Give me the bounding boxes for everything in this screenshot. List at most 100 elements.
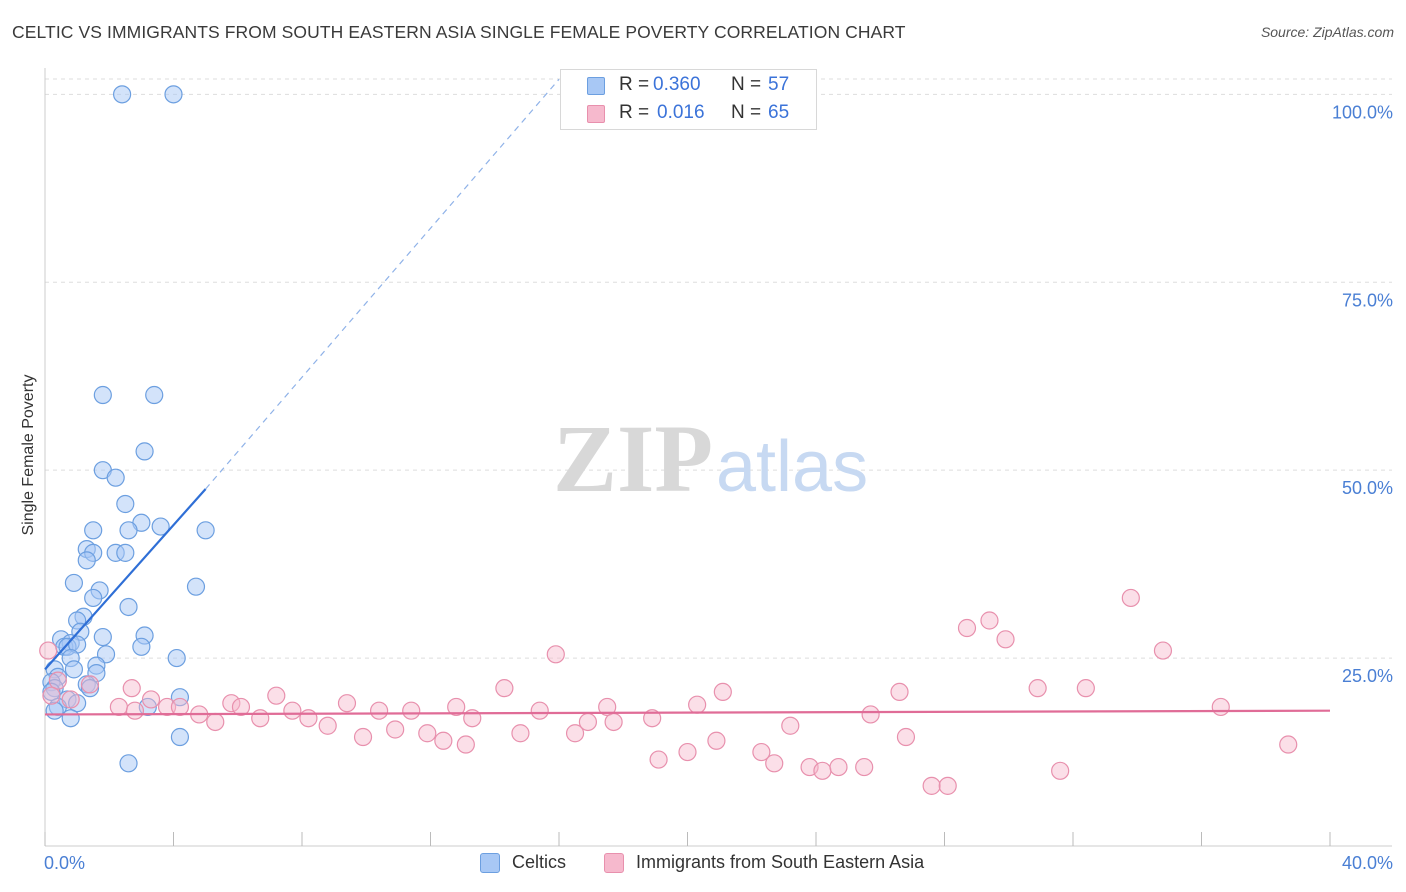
stats-legend: R = 0.360 N = 57 R = 0.016 N = 65 — [560, 69, 817, 130]
point-immigrants — [896, 727, 916, 747]
bottom-legend-label-celtics: Celtics — [512, 852, 567, 872]
legend-r-value-immigrants: 0.016 — [657, 102, 705, 123]
point-immigrants — [855, 757, 874, 777]
point-celtics — [64, 573, 84, 593]
point-immigrants — [447, 697, 466, 717]
point-immigrants — [604, 712, 623, 732]
point-celtics — [93, 385, 112, 405]
point-immigrants — [1211, 697, 1230, 717]
y-tick-label: 25.0% — [1342, 666, 1393, 686]
watermark-zip: ZIP — [553, 405, 713, 512]
point-immigrants — [813, 761, 832, 780]
y-tick-label: 100.0% — [1332, 102, 1393, 122]
point-celtics — [45, 701, 64, 720]
point-celtics — [77, 551, 96, 570]
point-immigrants — [456, 735, 475, 754]
legend-r-label: R = — [619, 74, 650, 95]
point-immigrants — [402, 701, 421, 720]
point-celtics — [119, 521, 138, 540]
point-immigrants — [231, 697, 251, 717]
point-immigrants — [206, 712, 225, 732]
point-celtics — [135, 442, 154, 461]
x-tick-label: 40.0% — [1342, 853, 1393, 873]
point-immigrants — [530, 701, 549, 720]
y-tick-label: 75.0% — [1342, 290, 1393, 310]
point-immigrants — [781, 716, 800, 735]
point-immigrants — [157, 697, 177, 717]
point-celtics — [119, 597, 138, 617]
point-celtics — [186, 577, 206, 596]
point-immigrants — [649, 750, 668, 769]
point-immigrants — [141, 690, 161, 709]
watermark-atlas: atlas — [716, 427, 868, 507]
point-immigrants — [109, 697, 128, 717]
point-immigrants — [546, 645, 565, 664]
point-celtics — [112, 85, 132, 104]
point-immigrants — [688, 695, 707, 714]
point-immigrants — [80, 675, 100, 694]
point-immigrants — [957, 618, 977, 638]
point-immigrants — [318, 716, 337, 735]
trendlines — [44, 78, 1331, 716]
point-immigrants — [980, 611, 999, 630]
point-immigrants — [386, 720, 405, 739]
point-celtics — [61, 709, 80, 728]
watermark: ZIP atlas — [553, 405, 868, 512]
point-immigrants — [299, 709, 318, 728]
y-axis-label: Single Female Poverty — [20, 374, 37, 536]
point-immigrants — [370, 701, 389, 720]
point-immigrants — [996, 630, 1015, 649]
point-immigrants — [643, 709, 662, 728]
source-label: Source: ZipAtlas.com — [1260, 24, 1394, 40]
bottom-legend-swatch-immigrants — [604, 853, 624, 873]
point-celtics — [119, 754, 138, 773]
point-immigrants — [1028, 679, 1047, 698]
point-immigrants — [434, 731, 453, 750]
legend-n-label: N = — [731, 102, 762, 123]
point-celtics — [64, 660, 84, 679]
chart-title: CELTIC VS IMMIGRANTS FROM SOUTH EASTERN … — [12, 22, 906, 42]
point-celtics — [106, 468, 125, 487]
point-celtics — [170, 727, 190, 747]
point-immigrants — [707, 731, 726, 750]
legend-swatch-celtics — [587, 77, 605, 95]
point-celtics — [151, 517, 170, 536]
point-celtics — [84, 521, 103, 540]
axes — [44, 68, 1392, 847]
point-immigrants — [511, 724, 530, 743]
point-celtics — [167, 648, 186, 668]
point-immigrants — [1279, 735, 1298, 754]
point-immigrants — [922, 776, 941, 795]
point-immigrants — [1076, 679, 1095, 698]
series-immigrants — [39, 588, 1298, 795]
point-immigrants — [125, 701, 145, 720]
trendline-immigrants — [44, 709, 1331, 716]
point-immigrants — [283, 701, 302, 720]
legend-r-label: R = — [619, 102, 650, 123]
legend-n-value-celtics: 57 — [768, 74, 790, 95]
point-celtics — [170, 688, 190, 707]
point-celtics — [196, 521, 215, 540]
point-immigrants — [495, 679, 514, 698]
point-immigrants — [890, 682, 909, 702]
point-immigrants — [598, 697, 617, 717]
point-immigrants — [48, 671, 67, 690]
trendline-celtics — [44, 488, 207, 671]
point-immigrants — [1121, 588, 1140, 608]
series-celtics — [42, 85, 215, 773]
point-immigrants — [752, 742, 771, 762]
point-immigrants — [829, 757, 848, 777]
trendline-celtics-extension — [205, 78, 560, 490]
point-celtics — [132, 637, 151, 656]
point-immigrants — [418, 724, 437, 743]
legend-r-value-celtics: 0.360 — [653, 74, 701, 95]
point-immigrants — [713, 682, 732, 702]
point-immigrants — [222, 694, 241, 713]
point-immigrants — [861, 705, 880, 724]
legend-swatch-immigrants — [587, 105, 605, 123]
y-tick-label: 50.0% — [1342, 478, 1393, 498]
point-celtics — [164, 85, 183, 104]
point-immigrants — [578, 712, 598, 732]
bottom-legend-label-immigrants: Immigrants from South Eastern Asia — [636, 852, 925, 872]
